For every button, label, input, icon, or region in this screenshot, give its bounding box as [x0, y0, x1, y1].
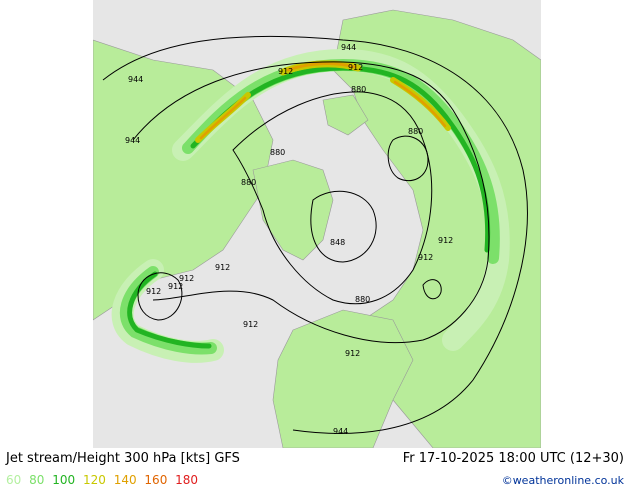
legend-value: 60	[6, 473, 22, 487]
contour-label: 912	[215, 263, 230, 272]
legend-value: 160	[144, 473, 168, 487]
contour-label: 880	[355, 295, 370, 304]
legend-value: 140	[113, 473, 137, 487]
valid-time: Fr 17-10-2025 18:00 UTC (12+30)	[402, 451, 624, 466]
legend-value: 120	[82, 473, 106, 487]
contour-label: 912	[179, 274, 194, 283]
contour-848	[310, 190, 377, 263]
jet-core-140-west	[199, 96, 247, 140]
legend-value: 100	[52, 473, 76, 487]
landmass-europe	[272, 309, 414, 448]
contour-label: 848	[330, 238, 345, 247]
contour-label: 944	[125, 136, 140, 145]
jet-band-80-west	[119, 266, 217, 355]
contour-labels: 944 944 944 912 912 880 880 880 880 848 …	[125, 43, 453, 436]
contour-label: 944	[333, 427, 348, 436]
contour-912-east	[422, 279, 442, 300]
contour-912-low	[137, 272, 183, 321]
height-contours	[102, 35, 528, 434]
landmass-greenland	[252, 159, 334, 261]
contour-label: 912	[168, 282, 183, 291]
legend-bar: 60 80 100 120 140 160 180 ©weatheronline…	[0, 472, 634, 490]
map-canvas: 944 944 944 912 912 880 880 880 880 848 …	[93, 9, 541, 448]
jet-stream-bands	[111, 49, 510, 363]
chart-title: Jet stream/Height 300 hPa [kts] GFS	[6, 451, 240, 466]
jet-core-140-north	[286, 62, 357, 72]
title-bar: Jet stream/Height 300 hPa [kts] GFS Fr 1…	[0, 450, 634, 470]
landmass-arctic-islands	[322, 94, 369, 136]
contour-label: 912	[278, 67, 293, 76]
contour-944-outer	[102, 35, 528, 434]
contour-label: 880	[270, 148, 285, 157]
jet-band-100-west	[127, 271, 212, 349]
contour-label: 912	[345, 349, 360, 358]
contour-label: 944	[341, 43, 356, 52]
legend-value: 80	[29, 473, 45, 487]
contour-label: 912	[418, 253, 433, 262]
contour-label: 912	[438, 236, 453, 245]
contour-label: 912	[348, 63, 363, 72]
contour-label: 880	[241, 178, 256, 187]
credit-link[interactable]: ©weatheronline.co.uk	[501, 474, 624, 487]
speed-scale: 60 80 100 120 140 160 180	[6, 473, 202, 487]
contour-label: 944	[128, 75, 143, 84]
map-panel: 944 944 944 912 912 880 880 880 880 848 …	[93, 0, 541, 448]
contour-label: 880	[408, 127, 423, 136]
contour-label: 880	[351, 85, 366, 94]
jet-core-140-east	[393, 80, 447, 128]
contour-label: 912	[146, 287, 161, 296]
legend-value: 180	[175, 473, 199, 487]
contour-label: 912	[243, 320, 258, 329]
contour-880	[232, 91, 433, 305]
contour-880-small	[387, 135, 429, 182]
land-masses	[93, 9, 541, 448]
contour-912	[132, 61, 490, 344]
